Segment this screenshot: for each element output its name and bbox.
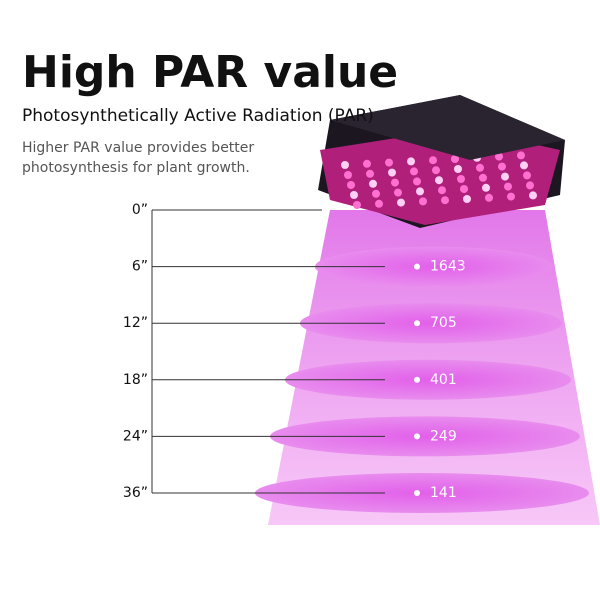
distance-label: 0” (132, 202, 148, 218)
subtitle: Photosynthetically Active Radiation (PAR… (22, 106, 374, 126)
led (429, 156, 437, 165)
led (523, 171, 531, 180)
led (347, 181, 355, 189)
par-value: 401 (430, 372, 457, 388)
led (485, 193, 493, 202)
led (441, 196, 449, 205)
led (482, 183, 490, 192)
led (344, 171, 352, 179)
led (438, 186, 446, 195)
led (341, 161, 349, 169)
distance-label: 24” (123, 428, 148, 444)
led (366, 169, 374, 178)
led (435, 176, 443, 185)
led (526, 181, 534, 190)
led (350, 191, 358, 199)
led (507, 192, 515, 201)
par-value: 141 (430, 485, 457, 501)
led (517, 151, 525, 160)
led (457, 175, 465, 183)
led (454, 165, 462, 173)
led (375, 199, 383, 208)
led (432, 166, 440, 175)
led (451, 155, 459, 163)
led (413, 177, 421, 186)
led (353, 201, 361, 209)
led (416, 187, 424, 196)
led (501, 172, 509, 181)
light-ellipse (270, 416, 580, 457)
led (419, 197, 427, 206)
light-ellipse (285, 359, 571, 400)
led (397, 198, 405, 207)
led (463, 195, 471, 203)
led (391, 178, 399, 187)
led (504, 182, 512, 191)
led (495, 152, 503, 161)
led (479, 173, 487, 182)
distance-label: 18” (123, 372, 148, 388)
level-dot (414, 263, 420, 270)
led (369, 179, 377, 188)
led (460, 185, 468, 193)
level-dot (414, 433, 420, 440)
led (476, 163, 484, 172)
light-ellipse (315, 246, 553, 287)
led (410, 167, 418, 176)
led (520, 161, 528, 170)
level-dot (414, 376, 420, 383)
par-value: 249 (430, 428, 457, 444)
distance-label: 6” (132, 259, 148, 275)
led (385, 158, 393, 167)
level-dot (414, 490, 420, 496)
par-value: 705 (430, 315, 457, 331)
description-line: photosynthesis for plant growth. (22, 160, 250, 176)
distance-label: 12” (123, 315, 148, 331)
distance-label: 36” (123, 485, 148, 501)
led (498, 162, 506, 171)
light-ellipse (255, 473, 589, 513)
par-value: 1643 (430, 259, 466, 275)
description-line: Higher PAR value provides better (22, 140, 254, 156)
led (388, 168, 396, 177)
led (394, 188, 402, 197)
light-ellipse (300, 303, 562, 344)
level-dot (414, 320, 420, 327)
led (363, 159, 371, 168)
title: High PAR value (22, 47, 398, 98)
led (529, 191, 537, 200)
led (372, 189, 380, 198)
grow-light (318, 95, 565, 228)
led (407, 157, 415, 166)
